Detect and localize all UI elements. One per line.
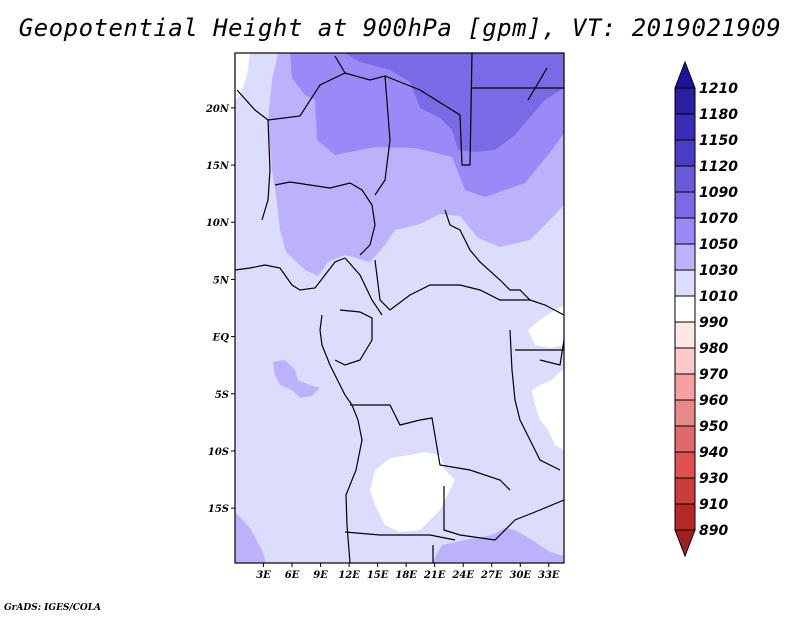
colorbar-box xyxy=(674,295,696,323)
colorbar-box xyxy=(674,503,696,531)
colorbar-box xyxy=(674,191,696,219)
lon-tick-label: 12E xyxy=(338,570,360,581)
colorbar-label: 1090 xyxy=(699,185,738,201)
colorbar-box xyxy=(674,373,696,401)
colorbar-box xyxy=(674,347,696,375)
field-990-1010-ne xyxy=(528,305,564,348)
latitude-axis: 20N 15N 10N 5N EQ 5S 10S 15S xyxy=(205,104,235,515)
field-990-1010-angola xyxy=(370,452,455,532)
colorbar-label: 1150 xyxy=(699,133,738,149)
field-1030-1050-sw xyxy=(235,512,266,563)
colorbar-box xyxy=(674,113,696,141)
plot-title: Geopotential Height at 900hPa [gpm], VT:… xyxy=(18,14,782,42)
colorbar-label: 950 xyxy=(699,419,728,435)
field-1070-1090 xyxy=(345,53,564,152)
colorbar-box xyxy=(674,217,696,245)
colorbar-label: 1030 xyxy=(699,263,738,279)
colorbar-label: 890 xyxy=(699,523,728,539)
lat-tick-label: 10S xyxy=(208,447,229,458)
colorbar-label: 970 xyxy=(699,367,728,383)
colorbar-box xyxy=(674,269,696,297)
map-plot-area xyxy=(235,53,564,563)
field-1030-1050-atlantic xyxy=(273,360,320,398)
lat-tick-label: 20N xyxy=(205,104,230,115)
field-990-1010-east xyxy=(532,370,564,450)
colorbar-box xyxy=(674,165,696,193)
colorbar-box xyxy=(674,139,696,167)
colorbar-box xyxy=(674,399,696,427)
colorbar-label: 1120 xyxy=(699,159,738,175)
colorbar-label: 960 xyxy=(699,393,728,409)
lon-tick-label: 27E xyxy=(480,570,503,581)
colorbar-label: 1050 xyxy=(699,237,738,253)
lat-tick-label: 15S xyxy=(208,504,229,515)
lon-tick-label: 3E xyxy=(256,570,271,581)
colorbar-box xyxy=(674,477,696,505)
longitude-axis: 3E 6E 9E 12E 15E 18E 21E 24E 27E 30E 33E xyxy=(256,563,560,581)
colorbar: 1210 1180 1150 1120 1090 1070 1050 1030 1010 990 9… xyxy=(674,60,738,558)
lat-tick-label: 10N xyxy=(206,218,230,229)
lat-tick-label: 5N xyxy=(213,275,230,286)
lon-tick-label: 9E xyxy=(313,570,328,581)
colorbar-label: 1210 xyxy=(699,81,738,97)
colorbar-label: 910 xyxy=(699,497,728,513)
colorbar-box xyxy=(674,87,696,115)
lat-tick-label: 15N xyxy=(206,161,230,172)
country-borders xyxy=(235,53,564,563)
lon-tick-label: 33E xyxy=(538,570,560,581)
map-frame xyxy=(234,52,565,564)
colorbar-label: 990 xyxy=(699,315,728,331)
colorbar-label: 1010 xyxy=(699,289,738,305)
field-1030-1050-se xyxy=(432,528,564,563)
colorbar-label: 1180 xyxy=(699,107,738,123)
colorbar-box xyxy=(674,451,696,479)
field-white-nw xyxy=(235,53,250,100)
grads-credit: GrADS: IGES/COLA xyxy=(4,603,102,613)
lon-tick-label: 21E xyxy=(423,570,446,581)
lon-tick-label: 6E xyxy=(285,570,300,581)
colorbar-box xyxy=(674,321,696,349)
colorbar-label: 940 xyxy=(699,445,728,461)
colorbar-label: 1070 xyxy=(699,211,738,227)
colorbar-box xyxy=(674,243,696,271)
lon-tick-label: 18E xyxy=(395,570,417,581)
lat-tick-label: EQ xyxy=(212,333,230,344)
colorbar-box xyxy=(674,425,696,453)
colorbar-label: 980 xyxy=(699,341,728,357)
colorbar-top-arrow xyxy=(674,60,696,89)
lon-tick-label: 30E xyxy=(509,570,531,581)
lon-tick-label: 24E xyxy=(451,570,474,581)
colorbar-label: 930 xyxy=(699,471,728,487)
lon-tick-label: 15E xyxy=(367,570,389,581)
colorbar-bottom-arrow xyxy=(674,529,696,558)
lat-tick-label: 5S xyxy=(215,390,229,401)
